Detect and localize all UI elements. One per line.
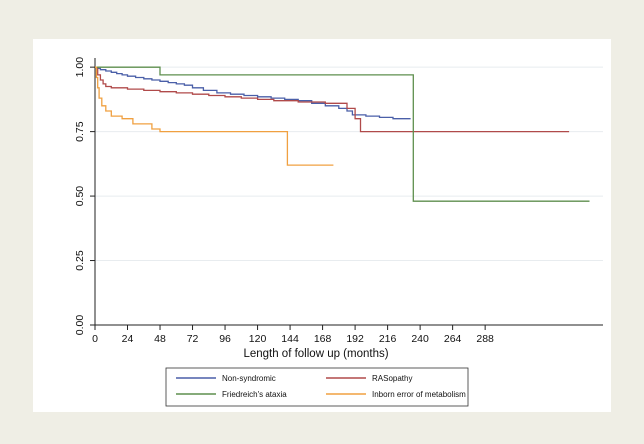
x-axis-label: Length of follow up (months) [243, 348, 388, 360]
x-tick-label-0: 0 [92, 333, 98, 345]
y-tick-label-1: 0.25 [74, 250, 86, 271]
x-tick-label-1: 24 [122, 333, 134, 345]
survival-chart: 0.00 0.25 0.50 0.75 1.00 0 24 48 72 96 120 144 168 19… [33, 39, 611, 412]
chart-frame: 0.00 0.25 0.50 0.75 1.00 0 24 48 72 96 120 144 168 19… [33, 39, 611, 412]
x-tick-label-2: 48 [154, 333, 166, 345]
series-line-1 [95, 66, 570, 133]
x-tick-label-11: 264 [444, 333, 462, 345]
x-tick-label-4: 96 [219, 333, 231, 345]
legend-label-3: Inborn error of metabolism [372, 390, 466, 399]
x-tick-label-10: 240 [411, 333, 429, 345]
series-line-0 [95, 66, 411, 120]
x-tick-label-5: 120 [249, 333, 267, 345]
x-tick-label-3: 72 [187, 333, 199, 345]
series [95, 66, 590, 202]
plot-background [33, 39, 611, 412]
series-line-3 [95, 66, 334, 166]
x-tick-label-7: 168 [314, 333, 332, 345]
legend-label-1: RASopathy [372, 374, 412, 383]
x-tick-label-12: 288 [476, 333, 494, 345]
y-tick-label-0: 0.00 [74, 315, 86, 336]
y-tick-label-3: 0.75 [74, 121, 86, 142]
series-line-2 [95, 66, 590, 202]
legend-label-0: Non-syndromic [222, 374, 276, 383]
x-tick-label-9: 216 [379, 333, 397, 345]
x-tick-label-8: 192 [346, 333, 364, 345]
y-tick-label-2: 0.50 [74, 186, 86, 207]
legend-box [165, 367, 469, 407]
x-tick-label-6: 144 [281, 333, 299, 345]
axes: 0.00 0.25 0.50 0.75 1.00 0 24 48 72 96 120 144 168 19… [74, 57, 603, 345]
legend-label-2: Friedreich's ataxia [222, 390, 287, 399]
legend: Non-syndromic RASopathy Friedreich's ataxi… [165, 367, 469, 407]
y-tick-label-4: 1.00 [74, 57, 86, 78]
